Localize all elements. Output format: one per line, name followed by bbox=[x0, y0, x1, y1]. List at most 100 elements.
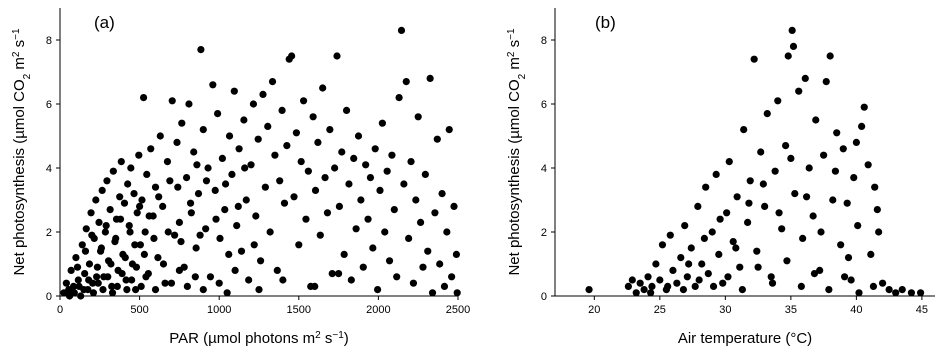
data-point bbox=[264, 122, 272, 130]
data-point bbox=[440, 282, 449, 290]
data-point bbox=[214, 110, 222, 118]
data-point bbox=[729, 238, 737, 246]
data-point bbox=[733, 193, 741, 201]
data-point bbox=[753, 247, 761, 255]
panel-b-x-axis-title: Air temperature (°C) bbox=[678, 330, 812, 347]
data-point bbox=[669, 266, 677, 274]
data-point bbox=[120, 199, 129, 207]
panel-a-label: (a) bbox=[94, 13, 115, 32]
data-point bbox=[716, 215, 724, 223]
data-point bbox=[740, 126, 748, 134]
data-point bbox=[197, 46, 205, 54]
data-point bbox=[297, 158, 305, 166]
data-point bbox=[132, 286, 140, 294]
data-point bbox=[445, 126, 453, 134]
data-point bbox=[122, 276, 130, 284]
x-tick-label: 20 bbox=[588, 304, 600, 316]
panel-b: 20 25 30 35 40 45 0 2 4 6 8 (b) Air temperature (… bbox=[506, 8, 935, 347]
data-point bbox=[787, 154, 795, 162]
data-point bbox=[112, 234, 120, 242]
data-point bbox=[145, 212, 153, 220]
data-point bbox=[295, 241, 303, 249]
data-point bbox=[778, 225, 786, 233]
y-tick-label: 2 bbox=[541, 227, 547, 239]
data-point bbox=[140, 250, 148, 258]
data-point bbox=[302, 215, 310, 223]
data-point bbox=[139, 94, 148, 102]
data-point bbox=[817, 228, 825, 236]
data-point bbox=[113, 282, 121, 290]
data-point bbox=[88, 231, 96, 239]
y-tick-label: 0 bbox=[46, 291, 52, 303]
data-point bbox=[345, 180, 353, 188]
data-point bbox=[290, 193, 298, 201]
data-point bbox=[656, 276, 664, 284]
x-tick-label: 40 bbox=[850, 304, 862, 316]
data-point bbox=[230, 87, 238, 95]
data-point bbox=[624, 282, 632, 290]
data-point bbox=[151, 183, 160, 191]
data-point bbox=[136, 241, 144, 249]
data-point bbox=[414, 113, 422, 121]
x-tick-label: 35 bbox=[785, 304, 797, 316]
data-point bbox=[840, 273, 849, 281]
data-point bbox=[632, 289, 640, 297]
data-point bbox=[218, 154, 226, 162]
data-point bbox=[299, 97, 308, 105]
data-point bbox=[95, 218, 103, 226]
data-point bbox=[309, 113, 317, 121]
data-point bbox=[155, 193, 163, 201]
data-point bbox=[335, 202, 343, 210]
data-point bbox=[124, 180, 132, 188]
data-point bbox=[292, 129, 301, 137]
data-point bbox=[97, 244, 105, 252]
data-point bbox=[652, 260, 660, 268]
data-point bbox=[81, 270, 89, 278]
data-point bbox=[151, 286, 160, 294]
data-point bbox=[159, 260, 168, 268]
data-point bbox=[109, 167, 117, 175]
data-point bbox=[225, 132, 234, 140]
data-point bbox=[279, 276, 287, 284]
data-point bbox=[761, 202, 769, 210]
data-point bbox=[805, 164, 813, 172]
data-point bbox=[173, 138, 181, 146]
data-point bbox=[174, 183, 182, 191]
data-point bbox=[395, 94, 403, 102]
data-point bbox=[878, 279, 887, 287]
data-point bbox=[907, 289, 916, 297]
y-tick-label: 8 bbox=[46, 35, 52, 47]
data-point bbox=[833, 129, 841, 137]
data-point bbox=[259, 90, 267, 98]
x-tick-label: 0 bbox=[57, 304, 63, 316]
panel-b-y-axis-title: Net photosynthesis (µmol CO2 m2 s−1 bbox=[506, 28, 528, 276]
panel-b-points bbox=[585, 26, 925, 297]
data-point bbox=[791, 190, 799, 198]
data-point bbox=[235, 145, 243, 153]
data-point bbox=[393, 273, 401, 281]
data-point bbox=[771, 167, 779, 175]
data-point bbox=[683, 273, 691, 281]
data-point bbox=[369, 244, 377, 252]
data-point bbox=[161, 279, 169, 287]
data-point bbox=[745, 199, 753, 207]
data-point bbox=[78, 241, 86, 249]
data-point bbox=[261, 183, 269, 191]
data-point bbox=[802, 193, 811, 201]
data-point bbox=[126, 228, 134, 236]
data-point bbox=[266, 228, 274, 236]
data-point bbox=[658, 241, 667, 249]
data-point bbox=[199, 286, 207, 294]
data-point bbox=[154, 254, 162, 262]
data-point bbox=[746, 177, 754, 185]
data-point bbox=[347, 276, 355, 284]
data-point bbox=[768, 279, 777, 287]
data-point bbox=[92, 196, 100, 204]
panel-a: 0 500 1000 1500 2000 2500 0 2 4 6 8 (a) PAR (µmol… bbox=[11, 8, 470, 347]
data-point bbox=[130, 190, 138, 198]
data-point bbox=[256, 257, 265, 265]
data-point bbox=[166, 177, 174, 185]
data-point bbox=[185, 100, 193, 108]
data-point bbox=[892, 289, 900, 297]
data-point bbox=[783, 257, 791, 265]
